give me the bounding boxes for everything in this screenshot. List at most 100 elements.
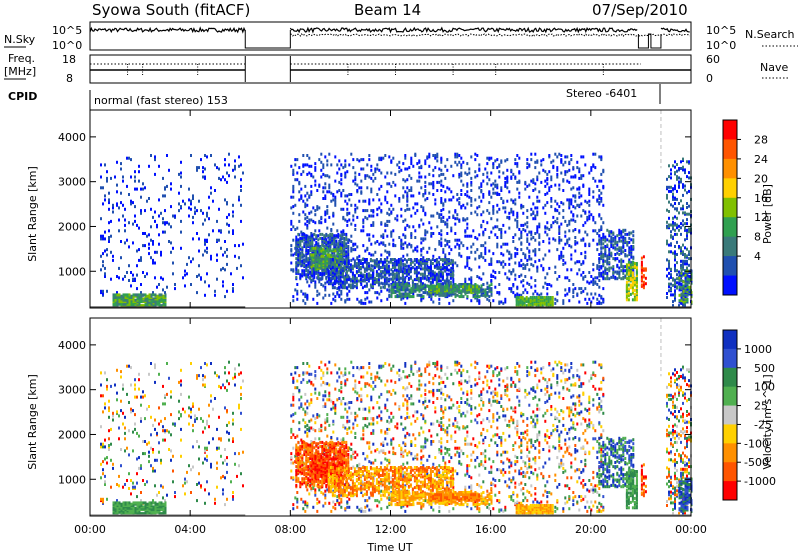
power-cell (627, 276, 630, 280)
power-cell (538, 258, 541, 262)
power-cell (320, 257, 323, 261)
cpid-label: CPID (8, 90, 37, 103)
power-cell (530, 207, 533, 211)
power-cell (632, 245, 635, 248)
power-cell (370, 253, 373, 257)
power-cell (417, 271, 420, 275)
power-cell (332, 297, 335, 301)
power-cell (447, 282, 450, 286)
power-cell (592, 229, 595, 233)
power-cell (442, 248, 445, 252)
power-cell (500, 230, 503, 234)
power-cell (528, 163, 531, 167)
power-cell (314, 179, 317, 183)
power-cell (391, 258, 394, 261)
power-cell (102, 252, 104, 256)
power-cell (504, 176, 507, 180)
power-cell (596, 242, 599, 246)
power-cell (478, 186, 481, 190)
power-cell (566, 155, 569, 159)
power-cell (240, 184, 242, 188)
power-cell (600, 172, 603, 176)
power-cell (622, 250, 625, 254)
power-cell (620, 263, 623, 267)
power-cell (574, 249, 577, 253)
power-cell (339, 268, 342, 272)
power-cell (232, 287, 234, 291)
power-cell (578, 268, 581, 272)
power-cell (330, 191, 333, 195)
power-cell (404, 190, 407, 194)
power-cell (150, 225, 152, 229)
beam-title: Beam 14 (354, 1, 421, 19)
power-cell (386, 201, 389, 205)
power-cell (470, 176, 473, 180)
power-cell (516, 248, 519, 252)
power-cell (314, 260, 317, 264)
power-cell (192, 194, 194, 198)
power-cell (158, 233, 160, 237)
power-cell (616, 257, 619, 261)
power-cell (228, 174, 230, 178)
power-cell (308, 218, 311, 222)
power-cell (478, 285, 481, 289)
power-cell (620, 239, 623, 243)
power-cell (316, 205, 319, 209)
power-cell (346, 223, 349, 227)
power-cell (678, 228, 680, 232)
power-cell (454, 283, 457, 286)
power-cell (444, 256, 447, 260)
power-cell (592, 195, 595, 199)
power-cell (354, 203, 357, 207)
power-cell (337, 266, 340, 270)
power-cell (566, 238, 569, 242)
power-cell (410, 244, 413, 248)
power-cell (460, 254, 463, 258)
power-cell (345, 286, 348, 290)
power-cell (668, 185, 670, 189)
power-cell (518, 228, 521, 231)
power-cell (672, 277, 674, 281)
power-cell (224, 163, 226, 167)
power-cell (130, 284, 132, 288)
power-cell (680, 263, 682, 267)
power-cell (468, 277, 471, 281)
power-cell (322, 172, 325, 176)
power-cell (331, 271, 334, 275)
power-cell (338, 248, 341, 252)
power-cell (384, 244, 387, 248)
power-cell (340, 194, 343, 198)
power-cell (462, 217, 465, 221)
power-cell (488, 299, 491, 303)
power-cell (610, 251, 613, 255)
power-cell (106, 248, 108, 252)
power-cell (522, 223, 525, 227)
power-cell (294, 246, 297, 250)
power-cell (516, 222, 519, 226)
power-cell (630, 231, 633, 235)
power-cell (670, 234, 672, 238)
power-cell (586, 233, 589, 237)
power-cell (442, 172, 445, 176)
power-cell (600, 295, 603, 299)
power-cell (361, 279, 364, 283)
power-cell (202, 222, 204, 226)
power-cell (333, 234, 336, 238)
power-cell (600, 191, 603, 195)
power-cell (598, 293, 601, 297)
power-cell (328, 175, 331, 179)
power-cell (620, 269, 623, 273)
power-cell (158, 283, 160, 286)
power-cell (222, 284, 224, 288)
power-cell (232, 168, 234, 172)
power-cell (584, 242, 587, 246)
power-cell (466, 194, 469, 198)
power-cell (396, 218, 399, 222)
power-cell (436, 159, 439, 163)
power-cell (428, 155, 431, 159)
power-cell (405, 268, 408, 272)
power-cell (301, 239, 304, 243)
power-cell (522, 228, 525, 231)
power-cell (530, 179, 533, 183)
power-cell (610, 245, 613, 248)
